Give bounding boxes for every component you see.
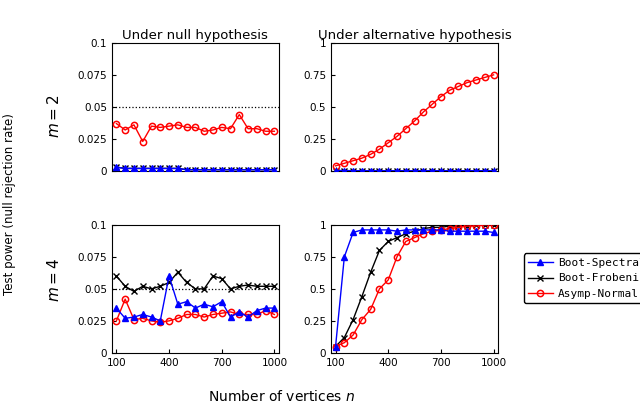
Text: $m = 4$: $m = 4$ xyxy=(47,257,63,302)
Title: Under alternative hypothesis: Under alternative hypothesis xyxy=(317,29,511,42)
Legend: Boot-Spectral, Boot-Frobenius, Asymp-Normal: Boot-Spectral, Boot-Frobenius, Asymp-Nor… xyxy=(524,253,640,304)
Text: Number of vertices $n$: Number of vertices $n$ xyxy=(208,389,355,404)
Title: Under null hypothesis: Under null hypothesis xyxy=(122,29,268,42)
Text: Test power (null rejection rate): Test power (null rejection rate) xyxy=(3,113,16,295)
Text: $m = 2$: $m = 2$ xyxy=(47,94,63,138)
